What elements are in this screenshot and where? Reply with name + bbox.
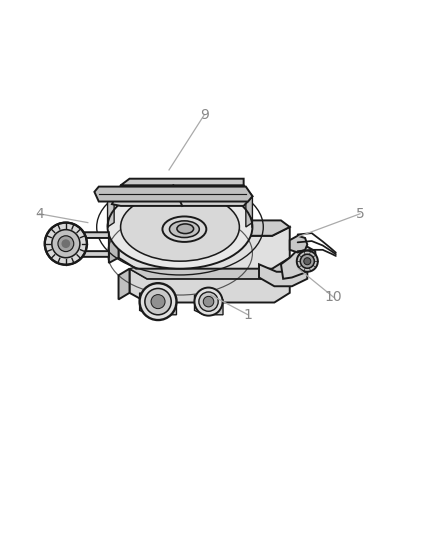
Circle shape xyxy=(151,295,165,309)
Polygon shape xyxy=(94,187,252,201)
Polygon shape xyxy=(280,247,315,279)
Polygon shape xyxy=(120,179,243,185)
Ellipse shape xyxy=(169,221,199,238)
Ellipse shape xyxy=(162,216,206,242)
Circle shape xyxy=(61,239,70,248)
Polygon shape xyxy=(107,196,114,227)
Ellipse shape xyxy=(120,193,239,261)
Polygon shape xyxy=(139,293,176,315)
Polygon shape xyxy=(112,185,252,206)
Text: 10: 10 xyxy=(324,290,342,304)
Circle shape xyxy=(145,288,171,315)
Circle shape xyxy=(194,288,222,316)
Text: 4: 4 xyxy=(35,207,44,221)
Polygon shape xyxy=(67,232,109,257)
Circle shape xyxy=(300,254,314,268)
Text: 9: 9 xyxy=(199,108,208,122)
Polygon shape xyxy=(289,236,307,253)
Circle shape xyxy=(58,236,74,252)
Circle shape xyxy=(45,223,87,265)
Polygon shape xyxy=(118,269,129,300)
Ellipse shape xyxy=(177,224,193,233)
Circle shape xyxy=(198,292,218,311)
Polygon shape xyxy=(245,196,252,227)
Circle shape xyxy=(203,296,213,307)
Polygon shape xyxy=(129,264,289,279)
Circle shape xyxy=(139,283,176,320)
Ellipse shape xyxy=(107,185,252,269)
Polygon shape xyxy=(129,269,289,303)
Polygon shape xyxy=(194,295,223,315)
Polygon shape xyxy=(109,227,118,263)
Text: 1: 1 xyxy=(243,308,252,322)
Text: 5: 5 xyxy=(355,207,364,221)
Polygon shape xyxy=(118,221,289,236)
Polygon shape xyxy=(258,264,307,286)
Circle shape xyxy=(296,251,317,272)
Circle shape xyxy=(303,258,310,265)
Polygon shape xyxy=(118,227,289,269)
Circle shape xyxy=(52,230,80,258)
